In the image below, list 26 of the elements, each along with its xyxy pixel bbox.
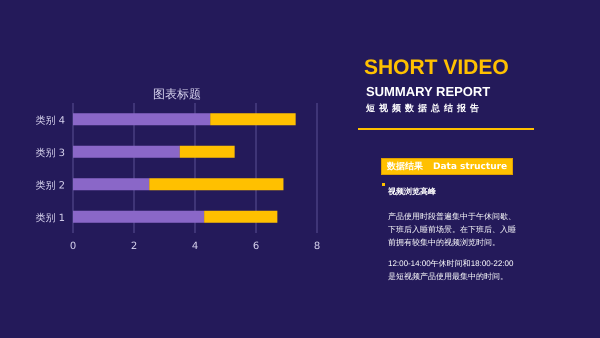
y-tick-label: 类别 4 <box>35 114 65 126</box>
text: SHORT VIDEO <box>364 56 509 80</box>
bar <box>180 146 235 158</box>
chart-title: 图表标题 <box>153 87 201 101</box>
y-tick-label: 类别 2 <box>35 179 65 192</box>
text: 视频浏览高峰 <box>388 186 436 197</box>
y-tick-label: 类别 1 <box>35 212 65 224</box>
text: 数据结果 <box>387 160 423 173</box>
x-tick-label: 6 <box>252 241 260 252</box>
text: 12:00-14:00午休时间和18:00-22:00是短视频产品使用最集中的时间。 <box>388 258 514 283</box>
text: Data structure <box>433 162 508 172</box>
x-tick-label: 0 <box>70 241 76 252</box>
text: 产品使用时段普遍集中于午休间歇、下班后入睡前场景。在下班后、入睡前拥有较集中的视频浏览时间。 <box>388 211 517 249</box>
text: 短视频数据总结报告 <box>366 102 483 115</box>
bar <box>73 146 180 158</box>
text: SUMMARY REPORT <box>366 84 490 99</box>
x-tick-label: 4 <box>192 241 198 252</box>
bar <box>73 178 150 190</box>
x-tick-label: 8 <box>314 241 320 252</box>
x-tick-label: 2 <box>130 241 138 252</box>
bar <box>73 210 204 223</box>
bar <box>73 113 210 126</box>
bar <box>204 210 278 223</box>
bar <box>210 113 296 126</box>
y-tick-label: 类别 3 <box>35 146 65 159</box>
bar <box>149 178 284 190</box>
